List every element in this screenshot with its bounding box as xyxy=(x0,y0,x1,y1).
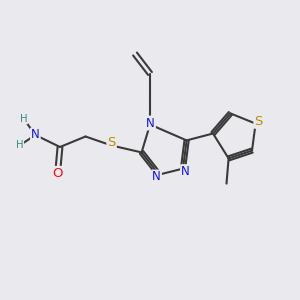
Text: H: H xyxy=(20,113,27,124)
Text: S: S xyxy=(107,136,116,149)
Text: H: H xyxy=(16,140,23,151)
Text: N: N xyxy=(181,165,190,178)
Text: N: N xyxy=(31,128,40,142)
Text: N: N xyxy=(152,170,161,184)
Text: N: N xyxy=(146,116,155,130)
Text: O: O xyxy=(52,167,63,180)
Text: S: S xyxy=(254,115,263,128)
